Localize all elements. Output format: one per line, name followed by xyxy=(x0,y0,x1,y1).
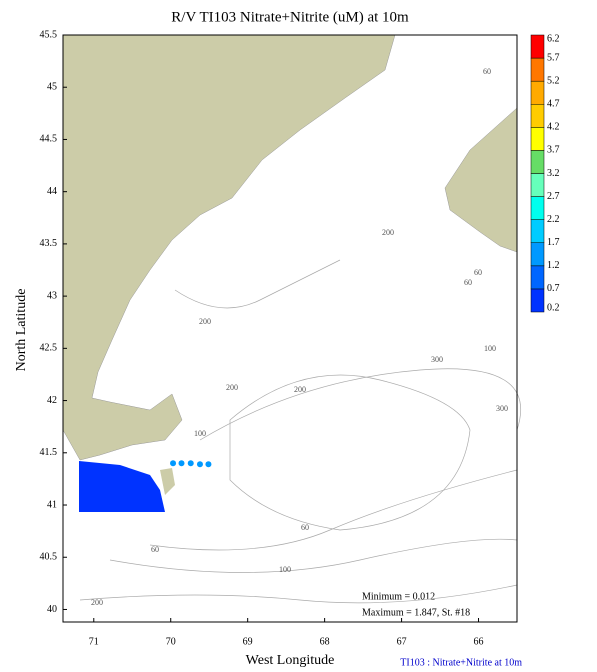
x-tick-label: 68 xyxy=(320,636,330,647)
depth-label: 200 xyxy=(91,598,103,607)
station xyxy=(178,460,185,467)
depth-label: 60 xyxy=(301,523,309,532)
maximum-text: Maximum = 1.847, St. #18 xyxy=(362,607,470,618)
colorbar-swatch xyxy=(530,127,545,151)
colorbar-label: 0.7 xyxy=(547,283,560,294)
depth-contour xyxy=(199,368,522,441)
depth-label: 200 xyxy=(382,228,394,237)
y-tick-label: 43.5 xyxy=(40,238,58,249)
colorbar-swatch xyxy=(530,219,545,244)
colorbar-label: 1.7 xyxy=(547,237,560,248)
x-tick-label: 70 xyxy=(166,636,176,647)
depth-contour xyxy=(149,469,518,551)
y-tick-label: 41.5 xyxy=(40,447,58,458)
colorbar-label: 0.2 xyxy=(547,302,560,313)
depth-contour xyxy=(79,584,518,604)
colorbar-label: 2.7 xyxy=(547,191,560,202)
x-tick-label: 71 xyxy=(89,636,99,647)
depth-label: 100 xyxy=(194,429,206,438)
y-tick-label: 41 xyxy=(47,499,57,510)
y-axis-label: North Latitude xyxy=(14,289,29,372)
y-tick-label: 45 xyxy=(47,82,57,93)
minimum-text: Minimum = 0.012 xyxy=(362,591,435,602)
station xyxy=(187,460,194,467)
colorbar-swatch xyxy=(530,150,545,174)
y-tick-label: 45.5 xyxy=(40,29,58,40)
x-tick-label: 66 xyxy=(474,636,484,647)
colorbar-label: 5.2 xyxy=(547,75,560,86)
depth-contour xyxy=(109,538,518,573)
land xyxy=(160,468,175,495)
depth-label: 300 xyxy=(431,355,443,364)
colorbar-label: 4.2 xyxy=(547,122,560,133)
colorbar-label: 4.7 xyxy=(547,99,560,110)
depth-contour xyxy=(229,374,471,531)
y-tick-label: 44.5 xyxy=(40,134,58,145)
x-tick-label: 69 xyxy=(243,636,253,647)
depth-label: 60 xyxy=(474,268,482,277)
chart-title: R/V TI103 Nitrate+Nitrite (uM) at 10m xyxy=(171,9,409,25)
colorbar-label: 3.2 xyxy=(547,168,560,179)
depth-label: 100 xyxy=(484,344,496,353)
depth-label: 200 xyxy=(226,383,238,392)
colorbar-label: 6.2 xyxy=(547,33,560,44)
y-tick-label: 44 xyxy=(47,186,57,197)
contour-fill xyxy=(79,461,165,512)
colorbar-label: 5.7 xyxy=(547,52,560,63)
y-tick-label: 40 xyxy=(47,604,57,615)
colorbar-swatch xyxy=(530,265,545,290)
depth-label: 100 xyxy=(279,565,291,574)
depth-label: 200 xyxy=(294,385,306,394)
colorbar-label: 3.7 xyxy=(547,145,560,156)
land xyxy=(444,107,518,253)
depth-contour xyxy=(174,259,341,309)
station xyxy=(196,461,203,468)
land xyxy=(62,34,396,461)
station xyxy=(170,460,177,467)
depth-label: 200 xyxy=(199,317,211,326)
depth-label: 60 xyxy=(151,545,159,554)
colorbar-swatch xyxy=(530,242,545,267)
colorbar-swatch xyxy=(530,57,545,82)
depth-label: 60 xyxy=(464,278,472,287)
colorbar-swatch xyxy=(530,196,545,220)
y-tick-label: 42 xyxy=(47,395,57,406)
colorbar-swatch xyxy=(530,80,545,105)
plot-frame xyxy=(62,34,518,623)
station xyxy=(205,461,212,468)
colorbar-swatch xyxy=(530,288,545,313)
depth-label: 60 xyxy=(483,67,491,76)
colorbar-swatch xyxy=(530,173,545,197)
footer: TI103 : Nitrate+Nitrite at 10m xyxy=(400,657,522,668)
colorbar-swatch xyxy=(530,34,545,59)
y-tick-label: 43 xyxy=(47,290,57,301)
y-tick-label: 40.5 xyxy=(40,552,58,563)
x-axis-label: West Longitude xyxy=(246,653,335,668)
x-tick-label: 67 xyxy=(397,636,407,647)
y-tick-label: 42.5 xyxy=(40,343,58,354)
depth-label: 300 xyxy=(496,404,508,413)
colorbar-label: 2.2 xyxy=(547,214,560,225)
colorbar-swatch xyxy=(530,104,545,128)
colorbar-label: 1.2 xyxy=(547,260,560,271)
